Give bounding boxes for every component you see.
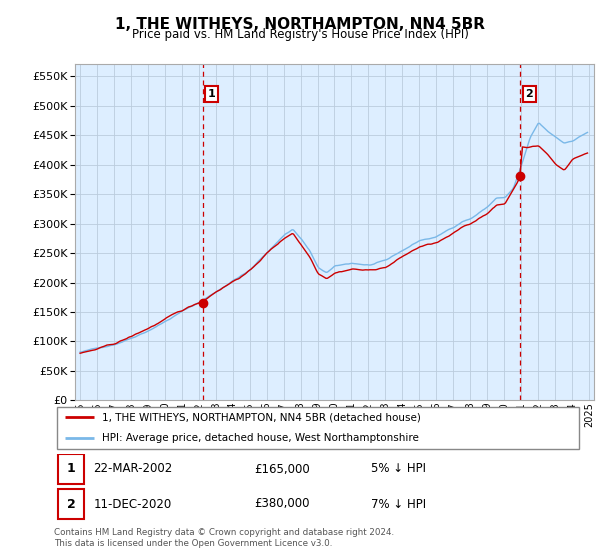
FancyBboxPatch shape: [58, 489, 83, 519]
Text: 1, THE WITHEYS, NORTHAMPTON, NN4 5BR (detached house): 1, THE WITHEYS, NORTHAMPTON, NN4 5BR (de…: [101, 412, 421, 422]
Text: £165,000: £165,000: [254, 463, 310, 475]
Text: Contains HM Land Registry data © Crown copyright and database right 2024.: Contains HM Land Registry data © Crown c…: [54, 528, 394, 536]
Text: 11-DEC-2020: 11-DEC-2020: [94, 497, 172, 511]
Text: 5% ↓ HPI: 5% ↓ HPI: [371, 463, 426, 475]
Text: 7% ↓ HPI: 7% ↓ HPI: [371, 497, 426, 511]
Text: 1: 1: [208, 89, 215, 99]
Text: 1: 1: [67, 463, 75, 475]
FancyBboxPatch shape: [56, 407, 580, 449]
Text: This data is licensed under the Open Government Licence v3.0.: This data is licensed under the Open Gov…: [54, 539, 332, 548]
Text: 2: 2: [526, 89, 533, 99]
Text: 1, THE WITHEYS, NORTHAMPTON, NN4 5BR: 1, THE WITHEYS, NORTHAMPTON, NN4 5BR: [115, 17, 485, 32]
Text: 2: 2: [67, 497, 75, 511]
Text: Price paid vs. HM Land Registry's House Price Index (HPI): Price paid vs. HM Land Registry's House …: [131, 28, 469, 41]
Text: £380,000: £380,000: [254, 497, 310, 511]
FancyBboxPatch shape: [58, 454, 83, 484]
Text: 22-MAR-2002: 22-MAR-2002: [94, 463, 173, 475]
Text: HPI: Average price, detached house, West Northamptonshire: HPI: Average price, detached house, West…: [101, 433, 418, 443]
